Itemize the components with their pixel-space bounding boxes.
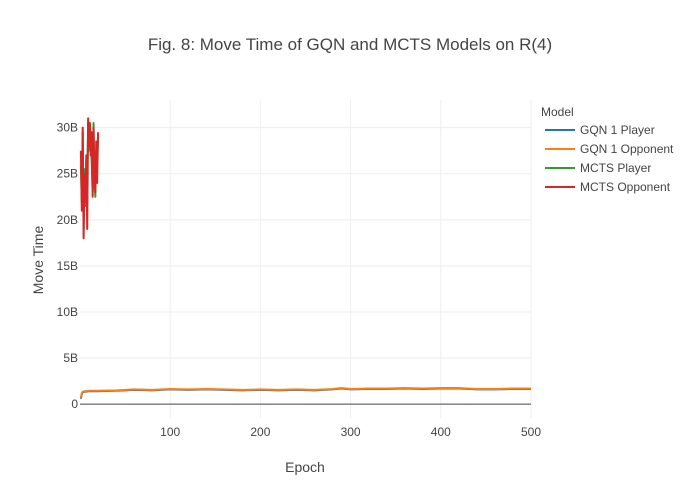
legend-label-2: GQN 1 Opponent: [580, 142, 674, 156]
x-tick-label: 100: [160, 425, 180, 439]
chart-title: Fig. 8: Move Time of GQN and MCTS Models…: [148, 35, 552, 54]
x-tick-label: 500: [521, 425, 541, 439]
series-line-4: [79, 117, 100, 240]
legend-title: Model: [541, 105, 574, 119]
grid: [80, 100, 532, 418]
y-tick-label: 10B: [57, 305, 78, 319]
y-tick-label: 15B: [57, 259, 78, 273]
x-tick-label: 400: [431, 425, 451, 439]
legend-label-4: MCTS Opponent: [580, 180, 671, 194]
y-axis-title: Move Time: [30, 226, 46, 295]
y-tick-label: 25B: [57, 167, 78, 181]
y-tick-label: 5B: [63, 351, 78, 365]
series-line-2: [79, 387, 531, 398]
y-tick-label: 0: [71, 397, 78, 411]
x-axis-title: Epoch: [285, 459, 325, 475]
y-tick-label: 20B: [57, 213, 78, 227]
y-tick-label: 30B: [57, 121, 78, 135]
legend-label-1: GQN 1 Player: [580, 123, 655, 137]
legend: Model GQN 1 Player GQN 1 Opponent MCTS Pla…: [541, 105, 674, 194]
x-tick-label: 200: [250, 425, 270, 439]
plot-area: [79, 117, 531, 399]
axes: 100 200 300 400 500 0 5B 10B 15B 20B 25B 30B: [57, 121, 542, 439]
legend-label-3: MCTS Player: [580, 161, 651, 175]
x-tick-label: 300: [341, 425, 361, 439]
